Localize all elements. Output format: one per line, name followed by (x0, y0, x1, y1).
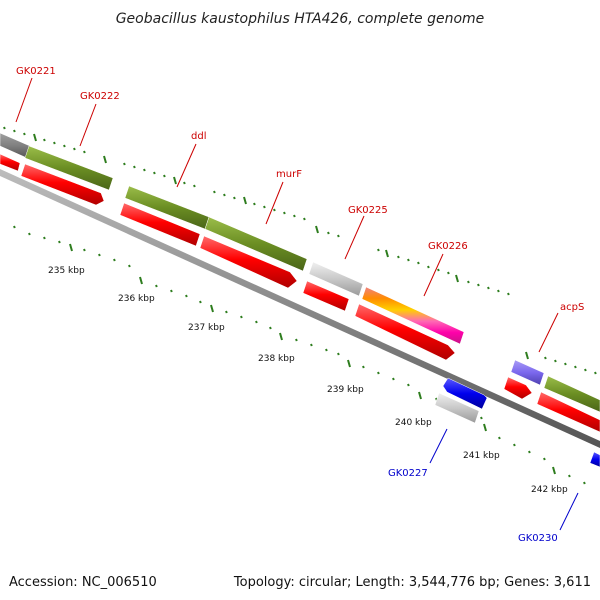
gene-bar-gk0222 (24, 145, 114, 191)
gene-label-acps: acpS (560, 302, 584, 313)
gene-bar-acps (510, 359, 545, 386)
cds-arrow-acps (503, 376, 533, 400)
gene-bar-gk0230-blue (589, 451, 600, 468)
gene-bar-gk0227-gray (434, 392, 480, 424)
ruler-label-237: 237 kbp (188, 323, 225, 333)
cds-arrow-gk0226 (354, 303, 456, 361)
gene-bar-gk0225 (308, 261, 364, 297)
gene-bar-gk0226 (361, 286, 465, 345)
gene-label-gk0222: GK0222 (80, 91, 120, 102)
label-leaders-top (15, 77, 559, 353)
genome-backbone (0, 169, 600, 448)
bottom-strand-features (434, 377, 600, 468)
bottom-gene-labels: GK0227 GK0230 (388, 468, 558, 544)
gene-bar-right-edge (543, 375, 600, 413)
gene-label-gk0225: GK0225 (348, 205, 388, 216)
upper-feature-track (0, 132, 600, 413)
cds-arrow-gk0222 (20, 163, 105, 206)
ruler-label-238: 238 kbp (258, 354, 295, 364)
ruler-label-236: 236 kbp (118, 294, 155, 304)
ruler-labels: 235 kbp 236 kbp 237 kbp 238 kbp 239 kbp … (48, 266, 568, 495)
label-leaders-bottom (429, 428, 579, 531)
top-tick-ruler (3, 126, 597, 375)
ruler-label-241: 241 kbp (463, 451, 500, 461)
cds-arrow-gk0225 (302, 280, 350, 312)
cds-arrow-murf (199, 235, 298, 289)
ruler-label-239: 239 kbp (327, 385, 364, 395)
cds-arrow-right-edge (536, 391, 600, 433)
accession-text: Accession: NC_006510 (9, 575, 157, 590)
gene-bar-gk0221 (0, 132, 31, 159)
top-gene-labels: GK0221 GK0222 ddl murF GK0225 GK0226 acp… (16, 66, 584, 313)
cds-track (0, 153, 600, 433)
gene-label-murf: murF (276, 169, 302, 180)
map-title: Geobacillus kaustophilus HTA426, complet… (116, 11, 485, 27)
cds-arrow-gk0221 (0, 153, 21, 172)
gene-bar-murf (204, 216, 308, 272)
gene-bar-gk0227-blue (442, 377, 488, 410)
cds-arrow-ddl (119, 202, 201, 247)
ruler-label-235: 235 kbp (48, 266, 85, 276)
genome-summary-text: Topology: circular; Length: 3,544,776 bp… (233, 575, 591, 590)
gene-label-gk0227: GK0227 (388, 468, 428, 479)
gene-label-gk0226: GK0226 (428, 241, 468, 252)
gene-label-ddl: ddl (191, 131, 206, 142)
bottom-tick-ruler (13, 225, 586, 485)
gene-label-gk0221: GK0221 (16, 66, 56, 77)
ruler-label-240: 240 kbp (395, 418, 432, 428)
gene-label-gk0230: GK0230 (518, 533, 558, 544)
ruler-label-242: 242 kbp (531, 485, 568, 495)
